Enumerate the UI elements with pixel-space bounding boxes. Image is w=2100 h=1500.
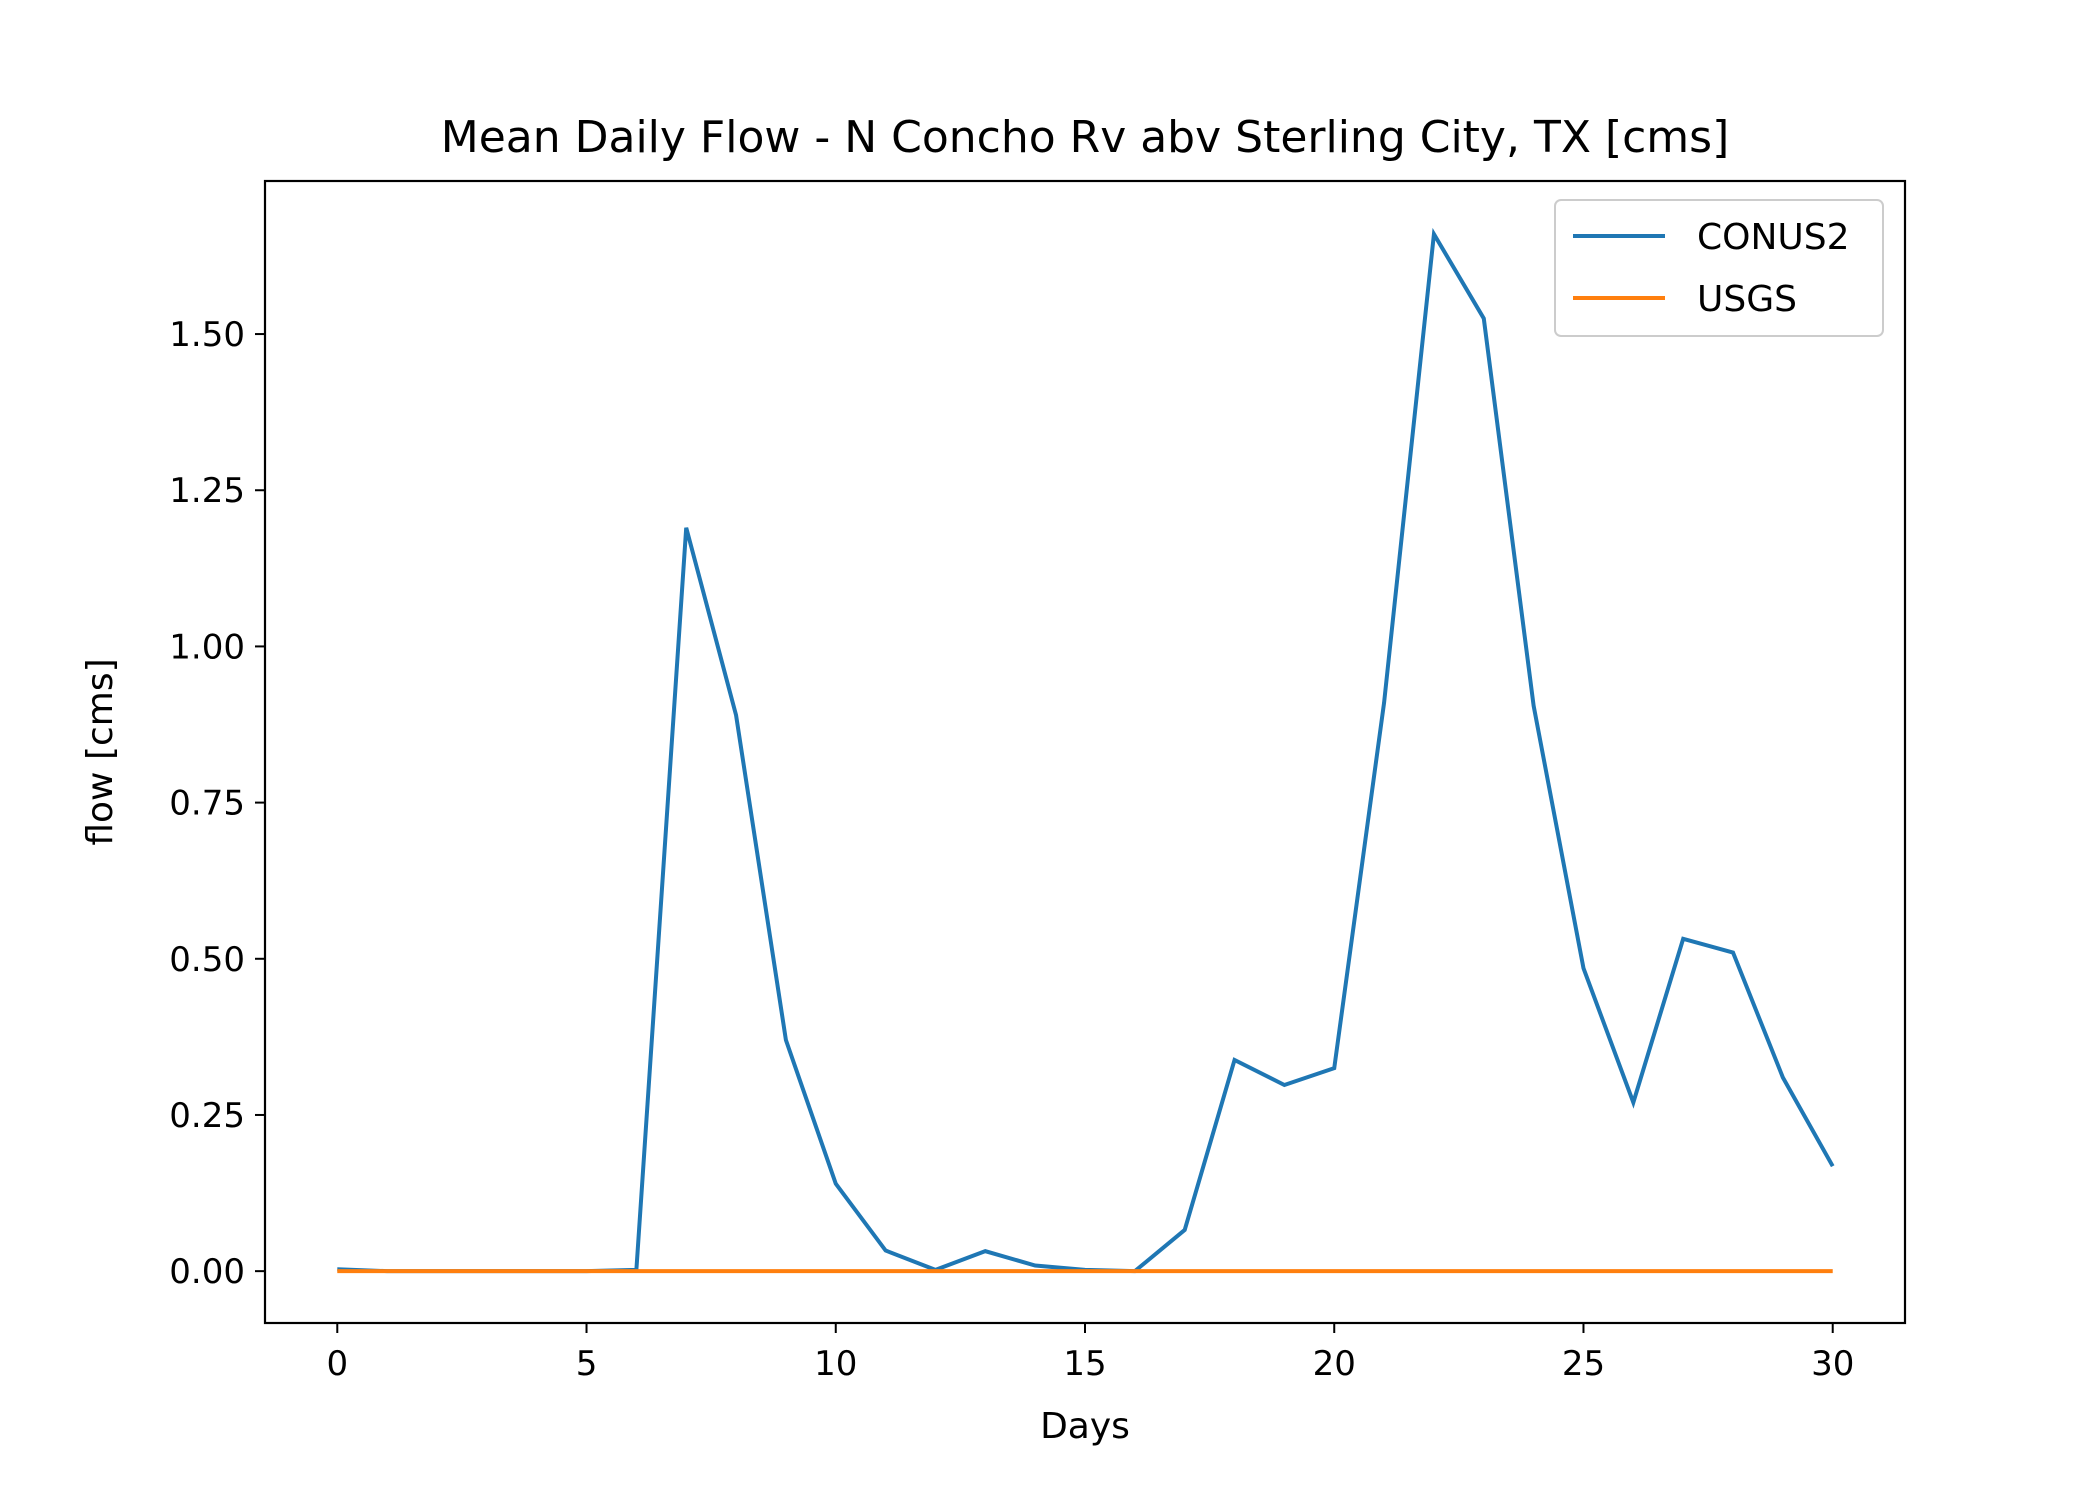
- legend-label-conus2: CONUS2: [1697, 217, 1850, 258]
- y-tick-label: 1.00: [169, 627, 245, 667]
- y-tick-label: 0.25: [169, 1096, 245, 1136]
- x-tick-label: 20: [1313, 1344, 1356, 1384]
- y-tick-label: 0.50: [169, 940, 245, 980]
- chart-title: Mean Daily Flow - N Concho Rv abv Sterli…: [441, 112, 1730, 163]
- y-axis-label: flow [cms]: [80, 658, 121, 845]
- x-tick-label: 5: [576, 1344, 598, 1384]
- y-tick-label: 1.50: [169, 315, 245, 355]
- x-tick-label: 0: [326, 1344, 348, 1384]
- legend: CONUS2 USGS: [1555, 200, 1883, 336]
- x-tick-label: 10: [814, 1344, 857, 1384]
- x-tick-label: 25: [1562, 1344, 1605, 1384]
- y-tick-label: 0.00: [169, 1252, 245, 1292]
- y-tick-label: 1.25: [169, 471, 245, 511]
- y-tick-label: 0.75: [169, 784, 245, 824]
- x-tick-label: 15: [1063, 1344, 1106, 1384]
- legend-label-usgs: USGS: [1697, 279, 1797, 320]
- x-axis-label: Days: [1040, 1406, 1130, 1447]
- x-tick-label: 30: [1811, 1344, 1854, 1384]
